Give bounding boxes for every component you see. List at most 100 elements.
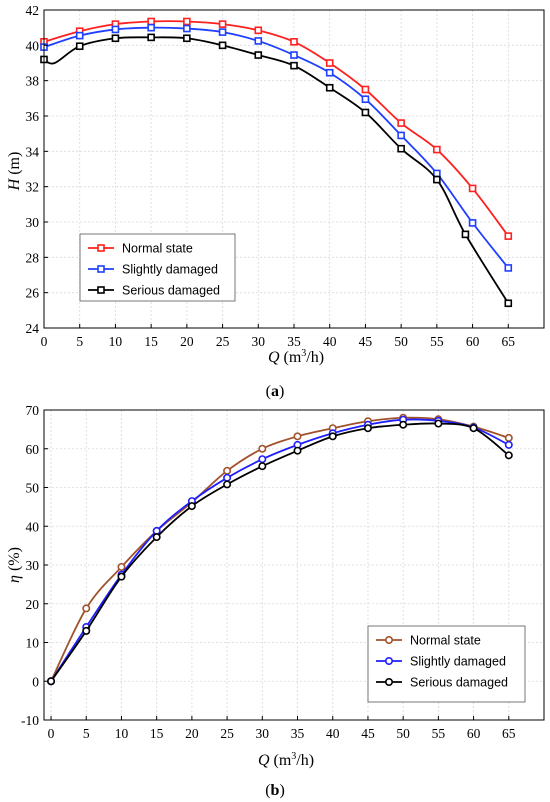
caption-a: (a) (266, 383, 285, 400)
x-tick-label: 20 (185, 726, 199, 741)
x-tick-label: 20 (180, 334, 194, 349)
data-point (152, 533, 161, 542)
data-point (187, 502, 196, 511)
y-tick-label: 0 (32, 674, 39, 689)
data-point (504, 299, 513, 308)
data-point (290, 37, 298, 46)
legend-swatch-marker (384, 635, 393, 644)
series-serious-damaged (47, 419, 513, 686)
data-point (183, 24, 191, 33)
x-tick-label: 0 (41, 334, 48, 349)
data-point (147, 23, 155, 32)
x-tick-label: 25 (220, 726, 234, 741)
y-tick-label: 70 (26, 403, 40, 418)
data-point (218, 41, 227, 50)
data-point (397, 144, 405, 153)
data-point (504, 232, 513, 240)
data-point (218, 20, 227, 28)
chart-b-x-axis-label: Q (m3/h) (258, 751, 314, 769)
x-tick-label: 35 (291, 726, 305, 741)
legend-swatch-marker (97, 265, 105, 273)
series-normal-state (40, 17, 513, 240)
x-tick-label: 65 (502, 726, 516, 741)
data-point (361, 108, 370, 117)
x-tick-label: 5 (83, 726, 90, 741)
x-tick-label: 50 (396, 726, 410, 741)
data-point (399, 420, 408, 429)
data-point (183, 17, 191, 26)
efficiency-chart: 0 5 10 15 20 25 30 35 40 45 50 55 60 65 -10 0 10 20 30 40 50… (6, 403, 545, 769)
chart-a-axes (43, 9, 545, 329)
data-point (117, 572, 126, 581)
data-point (504, 264, 513, 272)
chart-a-legend: Normal state Slightly damaged Serious dama… (79, 233, 236, 302)
y-tick-label: 28 (26, 250, 40, 265)
data-point (397, 131, 405, 140)
data-point (117, 562, 126, 571)
y-tick-label: 30 (26, 558, 40, 573)
chart-a-y-axis-label: H (m) (6, 152, 23, 192)
y-tick-label: 32 (26, 180, 40, 195)
data-point (111, 34, 120, 43)
y-tick-label: 10 (26, 636, 40, 651)
data-point (218, 28, 227, 36)
x-tick-label: 35 (287, 334, 301, 349)
y-tick-label: 40 (26, 519, 40, 534)
data-point (504, 440, 513, 449)
data-point (468, 184, 477, 193)
data-point (75, 42, 84, 51)
data-point (361, 95, 370, 104)
data-point (325, 83, 334, 92)
data-point (328, 432, 337, 441)
y-tick-label: 30 (26, 215, 40, 230)
legend-label: Serious damaged (410, 676, 508, 690)
data-point (290, 51, 298, 59)
data-point (361, 85, 370, 94)
data-point (147, 17, 155, 26)
x-tick-label: 0 (48, 726, 55, 741)
legend-swatch-marker (384, 656, 393, 665)
legend-label: Serious damaged (122, 284, 220, 298)
data-point (433, 175, 441, 184)
chart-a-x-axis-label: Q (m3/h) (268, 348, 324, 366)
data-point (254, 51, 263, 59)
x-tick-label: 55 (430, 334, 444, 349)
data-point (504, 451, 513, 460)
chart-b-axes (43, 409, 545, 721)
data-point (223, 480, 232, 489)
x-tick-label: 10 (115, 726, 129, 741)
data-point (434, 419, 443, 428)
chart-b-y-axis-label: η (%) (6, 547, 23, 583)
y-tick-label: 34 (26, 144, 40, 159)
head-chart: 0 5 10 15 20 25 30 35 40 45 50 55 60 65 24 26 28 30 32 34 36… (6, 3, 545, 366)
y-tick-label: 38 (26, 74, 40, 89)
chart-b-legend: Normal state Slightly damaged Serious dama… (367, 625, 526, 703)
x-tick-label: 15 (144, 334, 158, 349)
data-point (469, 424, 478, 433)
data-point (258, 462, 267, 471)
data-point (254, 37, 263, 45)
data-point (325, 59, 334, 67)
series-line (43, 20, 510, 237)
y-tick-label: 26 (26, 286, 40, 301)
x-tick-label: 30 (252, 334, 266, 349)
data-point (223, 473, 232, 482)
legend-label: Normal state (122, 242, 193, 256)
legend-label: Normal state (410, 634, 481, 648)
x-tick-label: 5 (76, 334, 83, 349)
caption-b: (b) (265, 782, 285, 799)
y-tick-label: 40 (26, 38, 40, 53)
x-tick-label: 45 (361, 726, 375, 741)
data-point (363, 424, 372, 433)
x-tick-label: 45 (359, 334, 373, 349)
data-point (183, 34, 191, 43)
y-tick-label: 24 (26, 321, 40, 336)
x-tick-label: 40 (326, 726, 340, 741)
x-tick-label: 60 (467, 726, 481, 741)
legend-swatch-marker (97, 244, 105, 252)
legend-label: Slightly damaged (122, 263, 218, 277)
data-point (111, 25, 120, 34)
data-point (223, 466, 232, 475)
data-point (147, 33, 155, 42)
